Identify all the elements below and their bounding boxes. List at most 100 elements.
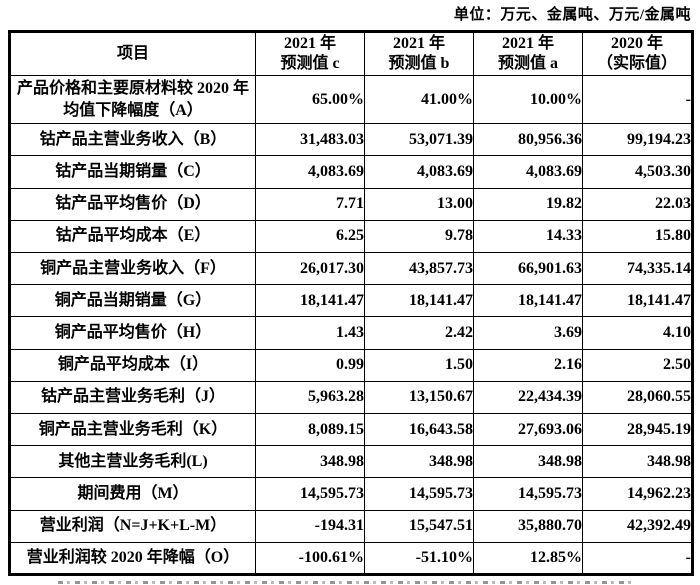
row-label: 铜产品主营业务毛利（K） <box>9 412 256 447</box>
row-label: 铜产品当期销量（G） <box>9 284 256 318</box>
unit-note: 单位：万元、金属吨、万元/金属吨 <box>453 7 691 23</box>
cell-value: 28,945.19 <box>582 412 693 447</box>
cell-value: 4,083.69 <box>364 155 474 189</box>
cell-value: 13.00 <box>364 187 474 221</box>
cell-value: 5,963.28 <box>255 380 365 414</box>
row-label: 铜产品平均售价（H） <box>9 316 256 350</box>
row-label: 营业利润较 2020 年降幅（O） <box>9 541 256 576</box>
table-row: 钴产品平均售价（D） 7.71 13.00 19.82 22.03 <box>9 187 693 221</box>
table-row: 钴产品主营业务毛利（J） 5,963.28 13,150.67 22,434.39 28… <box>9 380 693 414</box>
row-label: 营业利润（N=J+K+L-M） <box>9 509 256 543</box>
column-header-label: 2021 年 <box>501 35 554 52</box>
cell-value: 4,503.30 <box>582 155 693 189</box>
cell-value: 4,083.69 <box>473 155 583 189</box>
cell-value: 8,089.15 <box>255 412 365 447</box>
row-label: 产品价格和主要原材料较 2020 年均值下降幅度（A） <box>9 74 256 125</box>
cell-value: 66,901.63 <box>473 252 583 286</box>
cell-value: 14,595.73 <box>473 477 583 511</box>
cell-value: 1.50 <box>364 348 474 382</box>
cell-value: 4,083.69 <box>255 155 365 189</box>
cell-value: 4.10 <box>582 316 693 350</box>
cell-value: 14,595.73 <box>364 477 474 511</box>
table-row: 铜产品主营业务收入（F） 26,017.30 43,857.73 66,901.63 7… <box>9 252 693 286</box>
cell-value: 2.42 <box>364 316 474 350</box>
column-header-label: 预测值 c <box>280 55 340 72</box>
cell-value: 43,857.73 <box>364 252 474 286</box>
cell-value: 31,483.03 <box>255 123 365 157</box>
column-header-item: 项目 <box>9 31 256 76</box>
table-row: 营业利润（N=J+K+L-M） -194.31 15,547.51 35,880.70… <box>9 509 693 543</box>
column-header-label: 2020 年 <box>610 35 663 52</box>
cell-value: 53,071.39 <box>364 123 474 157</box>
table-row: 铜产品当期销量（G） 18,141.47 18,141.47 18,141.47 18,… <box>9 284 693 318</box>
row-label: 钴产品当期销量（C） <box>9 155 256 189</box>
cell-value: 2.16 <box>473 348 583 382</box>
cell-value: 6.25 <box>255 219 365 254</box>
table-row: 钴产品主营业务收入（B） 31,483.03 53,071.39 80,956.36 9… <box>9 123 693 157</box>
cell-value: 18,141.47 <box>582 284 693 318</box>
cell-value: 12.85% <box>473 541 583 576</box>
row-label: 铜产品主营业务收入（F） <box>9 252 256 286</box>
cell-value: 35,880.70 <box>473 509 583 543</box>
cell-value: 14,962.23 <box>582 477 693 511</box>
header-row: 项目 2021 年 预测值 c 2021 年 预测值 b 2021 年 预测值 … <box>9 31 693 76</box>
cell-value: 13,150.67 <box>364 380 474 414</box>
row-label: 铜产品平均成本（I） <box>9 348 256 382</box>
row-label: 期间费用（M） <box>9 477 256 511</box>
column-header-label: 2021 年 <box>283 35 336 52</box>
column-header-label: 项目 <box>116 45 149 62</box>
table-row: 钴产品当期销量（C） 4,083.69 4,083.69 4,083.69 4,503.… <box>9 155 693 189</box>
cell-value: 14,595.73 <box>255 477 365 511</box>
table-row: 营业利润较 2020 年降幅（O） -100.61% -51.10% 12.85% - <box>9 541 693 576</box>
cell-value: 14.33 <box>473 219 583 254</box>
cell-value: 74,335.14 <box>582 252 693 286</box>
row-label: 钴产品平均成本（E） <box>9 219 256 254</box>
table-body: 产品价格和主要原材料较 2020 年均值下降幅度（A） 65.00% 41.00% 1… <box>9 74 693 576</box>
profit-forecast-table: 项目 2021 年 预测值 c 2021 年 预测值 b 2021 年 预测值 … <box>8 30 694 576</box>
cell-value: 41.00% <box>364 74 474 125</box>
cell-value: -51.10% <box>364 541 474 576</box>
table-row: 产品价格和主要原材料较 2020 年均值下降幅度（A） 65.00% 41.00% 1… <box>9 74 693 125</box>
row-label: 钴产品主营业务收入（B） <box>9 123 256 157</box>
row-label: 钴产品平均售价（D） <box>9 187 256 221</box>
cell-value: 15.80 <box>582 219 693 254</box>
column-header-2021b: 2021 年 预测值 b <box>364 31 474 76</box>
column-header-label: （实际值） <box>596 55 677 72</box>
cell-value: 99,194.23 <box>582 123 693 157</box>
cell-value: 18,141.47 <box>255 284 365 318</box>
table-row: 其他主营业务毛利(L) 348.98 348.98 348.98 348.98 <box>9 445 693 479</box>
clipped-text-remnant <box>58 581 636 584</box>
cell-value: 7.71 <box>255 187 365 221</box>
cell-value: 16,643.58 <box>364 412 474 447</box>
column-header-2021a: 2021 年 预测值 a <box>473 31 583 76</box>
cell-value: -194.31 <box>255 509 365 543</box>
row-label: 钴产品主营业务毛利（J） <box>9 380 256 414</box>
cell-value: 348.98 <box>364 445 474 479</box>
cell-value: 19.82 <box>473 187 583 221</box>
table-row: 期间费用（M） 14,595.73 14,595.73 14,595.73 14,962… <box>9 477 693 511</box>
cell-value: 26,017.30 <box>255 252 365 286</box>
column-header-label: 预测值 a <box>497 55 558 72</box>
cell-value: 348.98 <box>582 445 693 479</box>
cell-value: 3.69 <box>473 316 583 350</box>
row-label: 其他主营业务毛利(L) <box>9 445 256 479</box>
cell-value: 9.78 <box>364 219 474 254</box>
cell-value: -100.61% <box>255 541 365 576</box>
cell-value: 10.00% <box>473 74 583 125</box>
table-row: 铜产品平均成本（I） 0.99 1.50 2.16 2.50 <box>9 348 693 382</box>
cell-value: 27,693.06 <box>473 412 583 447</box>
cell-value: 15,547.51 <box>364 509 474 543</box>
column-header-2021c: 2021 年 预测值 c <box>255 31 365 76</box>
cell-value: 0.99 <box>255 348 365 382</box>
column-header-label: 预测值 b <box>388 55 450 72</box>
cell-value: 18,141.47 <box>364 284 474 318</box>
cell-value: 1.43 <box>255 316 365 350</box>
table-row: 钴产品平均成本（E） 6.25 9.78 14.33 15.80 <box>9 219 693 254</box>
cell-value: 28,060.55 <box>582 380 693 414</box>
cell-value: 42,392.49 <box>582 509 693 543</box>
cell-value: 22.03 <box>582 187 693 221</box>
column-header-label: 2021 年 <box>392 35 445 52</box>
table-header: 项目 2021 年 预测值 c 2021 年 预测值 b 2021 年 预测值 … <box>9 31 693 76</box>
column-header-2020-actual: 2020 年 （实际值） <box>582 31 693 76</box>
